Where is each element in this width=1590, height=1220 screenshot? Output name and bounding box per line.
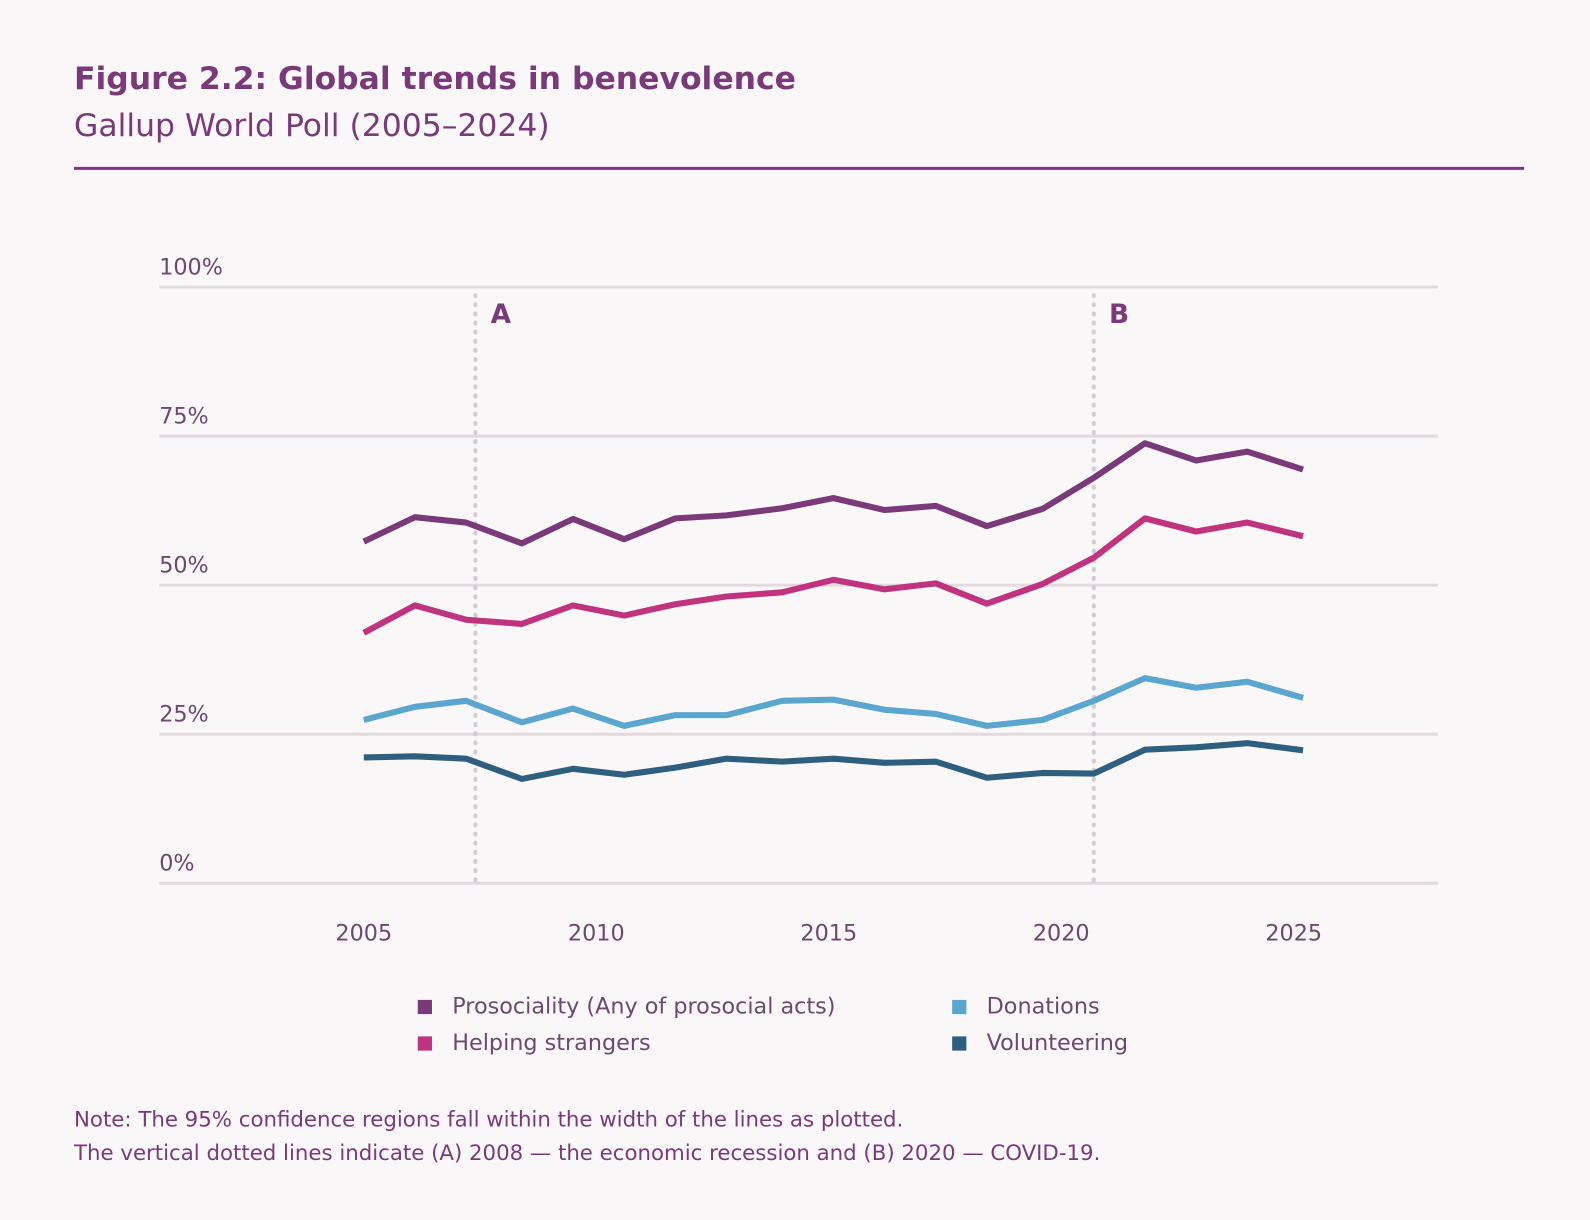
note: Note: The 95% confidence regions fall wi… [74,1108,903,1133]
x-tick-label: 2005 [335,920,392,946]
series-line [362,440,1304,547]
annotation: B [1109,300,1129,330]
y-tick-label: 100% [159,254,223,280]
y-tick-label: 0% [159,851,194,877]
legend-swatch [952,999,967,1015]
note: The vertical dotted lines indicate (A) 2… [73,1141,1100,1166]
annotation: A [491,300,512,330]
y-tick-label: 75% [159,403,209,429]
chart-title: Figure 2.2: Global trends in benevolence [74,61,796,97]
x-tick-label: 2015 [800,920,857,946]
y-tick-label: 50% [159,552,209,578]
legend-swatch [417,1036,432,1051]
legend-label: Prosociality (Any of prosocial acts) [452,993,835,1019]
series-line [363,740,1304,782]
legend-swatch [952,1036,967,1051]
legend-label: Donations [987,993,1100,1019]
legend-swatch [417,999,432,1015]
legend-label: Helping strangers [452,1030,650,1056]
chart-subtitle: Gallup World Poll (2005–2024) [74,108,550,144]
x-tick-label: 2010 [568,920,625,946]
series-line [362,515,1304,636]
x-tick-label: 2020 [1033,920,1090,946]
y-tick-label: 25% [159,701,209,727]
x-tick-label: 2025 [1265,920,1322,946]
series-line [363,675,1304,729]
legend-label: Volunteering [987,1030,1128,1056]
